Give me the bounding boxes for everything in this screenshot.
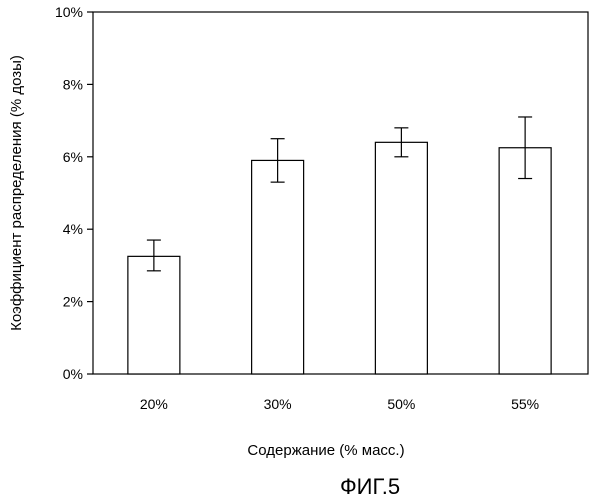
bar bbox=[499, 148, 551, 374]
y-tick-label: 10% bbox=[55, 4, 83, 20]
error-bars bbox=[147, 117, 532, 271]
x-tick-label: 20% bbox=[140, 396, 168, 412]
x-tick-label: 30% bbox=[264, 396, 292, 412]
y-tick-label: 6% bbox=[63, 149, 83, 165]
bars bbox=[128, 142, 551, 374]
x-axis-title: Содержание (% масс.) bbox=[247, 442, 404, 459]
x-tick-label: 50% bbox=[387, 396, 415, 412]
y-tick-label: 2% bbox=[63, 294, 83, 310]
y-tick-label: 4% bbox=[63, 221, 83, 237]
x-axis-ticks: 20% 30% 50% 55% bbox=[140, 396, 539, 412]
figure-caption: ФИГ.5 bbox=[340, 474, 400, 499]
bar bbox=[375, 142, 427, 374]
y-axis-ticks: 0% 2% 4% 6% 8% 10% bbox=[55, 4, 93, 382]
bar bbox=[252, 160, 304, 374]
x-tick-label: 55% bbox=[511, 396, 539, 412]
y-tick-label: 8% bbox=[63, 76, 83, 92]
bar-chart: 0% 2% 4% 6% 8% 10% 20% 30% 50% 55% Содержание (%… bbox=[0, 0, 603, 500]
bar bbox=[128, 256, 180, 374]
y-tick-label: 0% bbox=[63, 366, 83, 382]
y-axis-title: Коэффициент распределения (% дозы) bbox=[8, 55, 25, 331]
